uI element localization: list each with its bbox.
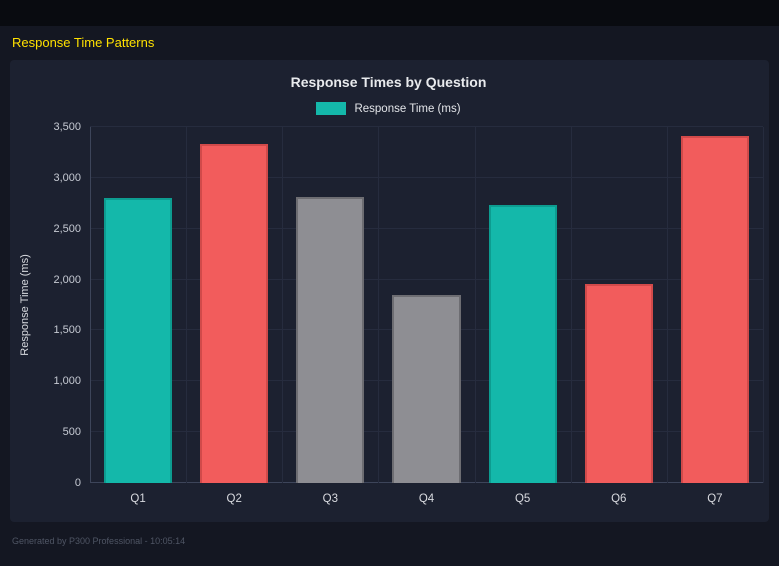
x-tick-label-q6: Q6 (611, 493, 627, 505)
y-tick-label: 0 (74, 477, 81, 489)
page-footer: Generated by P300 Professional - 10:05:1… (0, 522, 779, 558)
v-gridline (570, 127, 572, 483)
bar-slot-q7 (667, 127, 763, 483)
bar-q2[interactable] (200, 144, 269, 483)
chart-title: Response Times by Question (290, 74, 487, 90)
bar-slot-q4 (378, 127, 474, 483)
legend-swatch (316, 102, 347, 115)
y-tick-label: 2,000 (53, 273, 81, 286)
x-tick-label-q4: Q4 (418, 493, 435, 505)
v-gridline (282, 127, 284, 483)
x-tick-label-q3: Q3 (322, 493, 339, 505)
v-gridline (186, 127, 188, 483)
x-tick-label-q2: Q2 (226, 493, 242, 505)
bar-q7[interactable] (680, 136, 750, 483)
v-gridline (378, 127, 380, 483)
v-gridline (474, 127, 476, 483)
bar-slot-q2 (186, 127, 282, 483)
bar-slot-q5 (475, 127, 571, 483)
h-gridline (90, 126, 763, 127)
page-header: Response Time Patterns (0, 26, 779, 60)
bar-slot-q1 (90, 127, 186, 483)
x-tick-label-q5: Q5 (514, 493, 531, 505)
legend-label: Response Time (ms) (354, 102, 461, 115)
bar-slot-q3 (282, 127, 378, 483)
y-axis-ticks: 0 500 1,000 1,500 2,000 2,500 3,000 3,500 (36, 121, 90, 489)
bar-q3[interactable] (296, 197, 365, 483)
y-tick-label: 2,500 (53, 222, 81, 235)
y-axis-label: Response Time (ms) (19, 254, 31, 356)
y-tick-label: 3,500 (53, 121, 81, 133)
h-gridline (90, 278, 763, 280)
bar-q5[interactable] (488, 205, 557, 483)
v-gridline (666, 127, 668, 483)
legend[interactable]: Response Time (ms) (14, 102, 763, 115)
y-tick-label: 1,000 (53, 375, 81, 388)
bar-q1[interactable] (103, 198, 173, 483)
footer-text: Generated by P300 Professional - 10:05:1… (12, 536, 186, 546)
x-tick-label-q7: Q7 (707, 493, 723, 505)
y-tick-label: 1,500 (53, 324, 81, 337)
page-title: Response Time Patterns (12, 35, 155, 50)
x-tick-label-q1: Q1 (130, 493, 146, 505)
bar-q4[interactable] (392, 295, 461, 483)
y-tick-label: 3,000 (53, 171, 81, 184)
bars-row (90, 127, 763, 483)
bar-slot-q6 (571, 127, 667, 483)
y-tick-label: 500 (62, 426, 81, 439)
bar-q6[interactable] (584, 283, 653, 483)
v-gridline (763, 127, 764, 483)
y-axis-line (90, 127, 91, 483)
window-top-bar (0, 0, 779, 26)
chart-body: Response Time (ms) 0 500 1,000 1,500 2,000 2,… (14, 121, 764, 505)
h-gridline (90, 176, 763, 178)
h-gridline (90, 227, 763, 229)
chart-panel: Response Times by Question Response Time… (10, 60, 769, 522)
plot-area (90, 126, 764, 483)
x-axis-labels: Q1 Q2 Q3 Q4 Q5 Q6 Q7 (90, 483, 763, 505)
